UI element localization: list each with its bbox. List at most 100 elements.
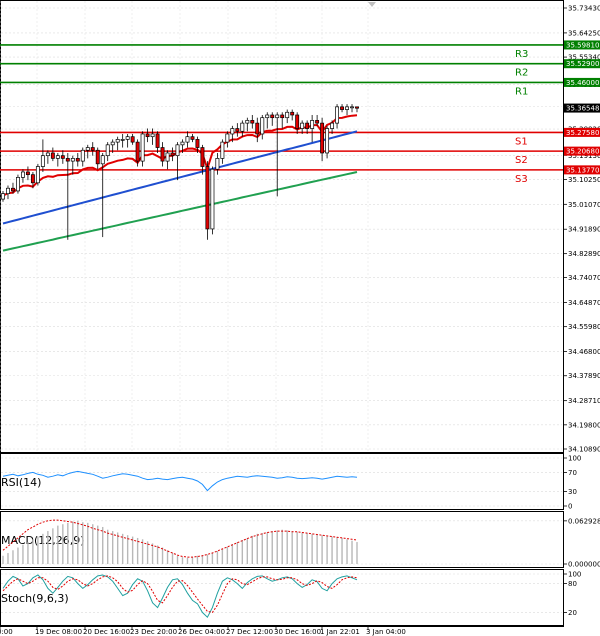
candle-body-68 [340,106,344,110]
candle-body-26 [130,136,135,143]
candle-body-27 [135,141,140,162]
stoch-tick-label-2: 20 [568,609,577,617]
candle-body-39 [195,139,200,148]
candle-body-21 [105,144,110,157]
candle-body-1 [6,187,10,195]
candle-body-28 [140,133,145,162]
rsi-line [2,470,358,492]
level-price-box-s2 [564,146,600,156]
stoch-d-line [2,575,358,613]
macd-tick-label-0: 0.062928 [568,517,600,525]
candle-body-70 [350,106,354,109]
candle-body-64 [320,122,325,154]
x-tick-label-8: 3 Jan 04:00 [366,628,406,636]
moving-average-1 [2,130,358,225]
support-resistance-levels: R3 R2 R1 S1 S2 S3 [0,44,563,185]
candle-body-11 [55,155,60,159]
y-tick-label-15: 34.37890 [568,372,600,380]
stoch-label: Stoch(9,6,3) [1,592,69,605]
candle-body-49 [245,120,250,124]
candle-body-38 [190,136,195,140]
rsi-tick-label-2: 30 [568,488,577,496]
candle-body-45 [225,133,230,143]
candle-body-41 [205,166,210,230]
candle-body-60 [300,122,305,129]
stoch-tick-label-0: 100 [568,571,581,579]
candle-body-52 [260,117,265,135]
candle-body-10 [50,152,55,159]
candle-body-23 [115,139,120,143]
y-tick-label-7: 35.10250 [568,176,600,184]
candle-body-42 [210,168,215,230]
candle-body-4 [20,171,25,178]
rsi-tick-label-3: 0 [568,503,572,511]
candle-body-46 [230,128,235,135]
moving-average-0 [2,114,358,197]
y-tick-label-2: 35.55340 [568,54,600,62]
candle-body-61 [305,122,310,129]
candle-body-29 [145,133,150,138]
candle-body-55 [275,114,280,119]
candle-body-14 [70,158,75,162]
y-tick-label-10: 34.82890 [568,250,600,258]
level-name-s1: S1 [515,136,528,147]
level-price-label-r1: 35.46000 [566,79,599,87]
x-tick-label-7: 1 Jan 22:01 [320,628,360,636]
y-tick-label-6: 35.19130 [568,152,600,160]
candle-body-37 [185,136,190,143]
current-price-box [564,103,600,113]
candle-body-59 [295,114,300,129]
candle-body-19 [95,149,100,165]
level-labels: 35.59810 35.52900 35.46000 35.27580 35.20680… [564,40,600,175]
level-price-box-r2 [564,59,600,69]
candle-body-51 [255,122,260,135]
candle-body-12 [60,155,65,159]
candle-body-69 [345,106,349,110]
y-tick-label-17: 34.19800 [568,421,600,429]
candle-body-58 [290,111,295,116]
stoch-tick-label-1: 80 [568,580,577,588]
candle-body-13 [65,158,70,162]
x-tick-label-0: 0:00 [0,628,13,636]
x-tick-label-3: 23 Dec 20:00 [130,628,177,636]
candle-body-9 [45,152,50,157]
candle-body-0 [1,193,5,200]
level-price-label-r3: 35.59810 [566,41,599,49]
candle-body-6 [30,174,35,184]
macd-signal-line [2,519,358,558]
level-name-r1: R1 [515,86,528,97]
candle-body-22 [110,141,115,146]
y-tick-label-9: 34.91890 [568,226,600,234]
candle-body-67 [335,106,340,124]
level-name-s2: S2 [515,155,528,166]
level-name-s3: S3 [515,174,528,185]
candle-body-65 [325,128,330,154]
candle-body-71 [355,106,359,109]
moving-averages [2,114,358,252]
candle-body-66 [330,122,335,129]
candle-body-47 [235,128,240,132]
price-panel-frame [0,0,564,453]
candle-body-36 [180,141,185,146]
level-price-label-s2: 35.20680 [566,148,599,156]
candle-body-31 [155,133,160,148]
chart-shift-marker-icon [368,2,376,7]
stoch-k-line [2,574,358,619]
current-price-label: 35.36548 [566,105,599,113]
x-tick-label-5: 27 Dec 12:00 [226,628,273,636]
candle-body-54 [270,114,275,119]
rsi-tick-label-0: 100 [568,455,581,463]
candlesticks [1,104,359,240]
y-tick-label-1: 35.64250 [568,29,600,37]
candle-body-33 [165,152,170,162]
candle-body-24 [120,139,125,141]
level-price-box-r1 [564,77,600,87]
candle-body-50 [250,120,255,124]
candle-body-48 [240,122,245,132]
candle-body-63 [315,120,320,124]
candle-body-8 [40,155,45,167]
candle-body-57 [285,111,290,119]
